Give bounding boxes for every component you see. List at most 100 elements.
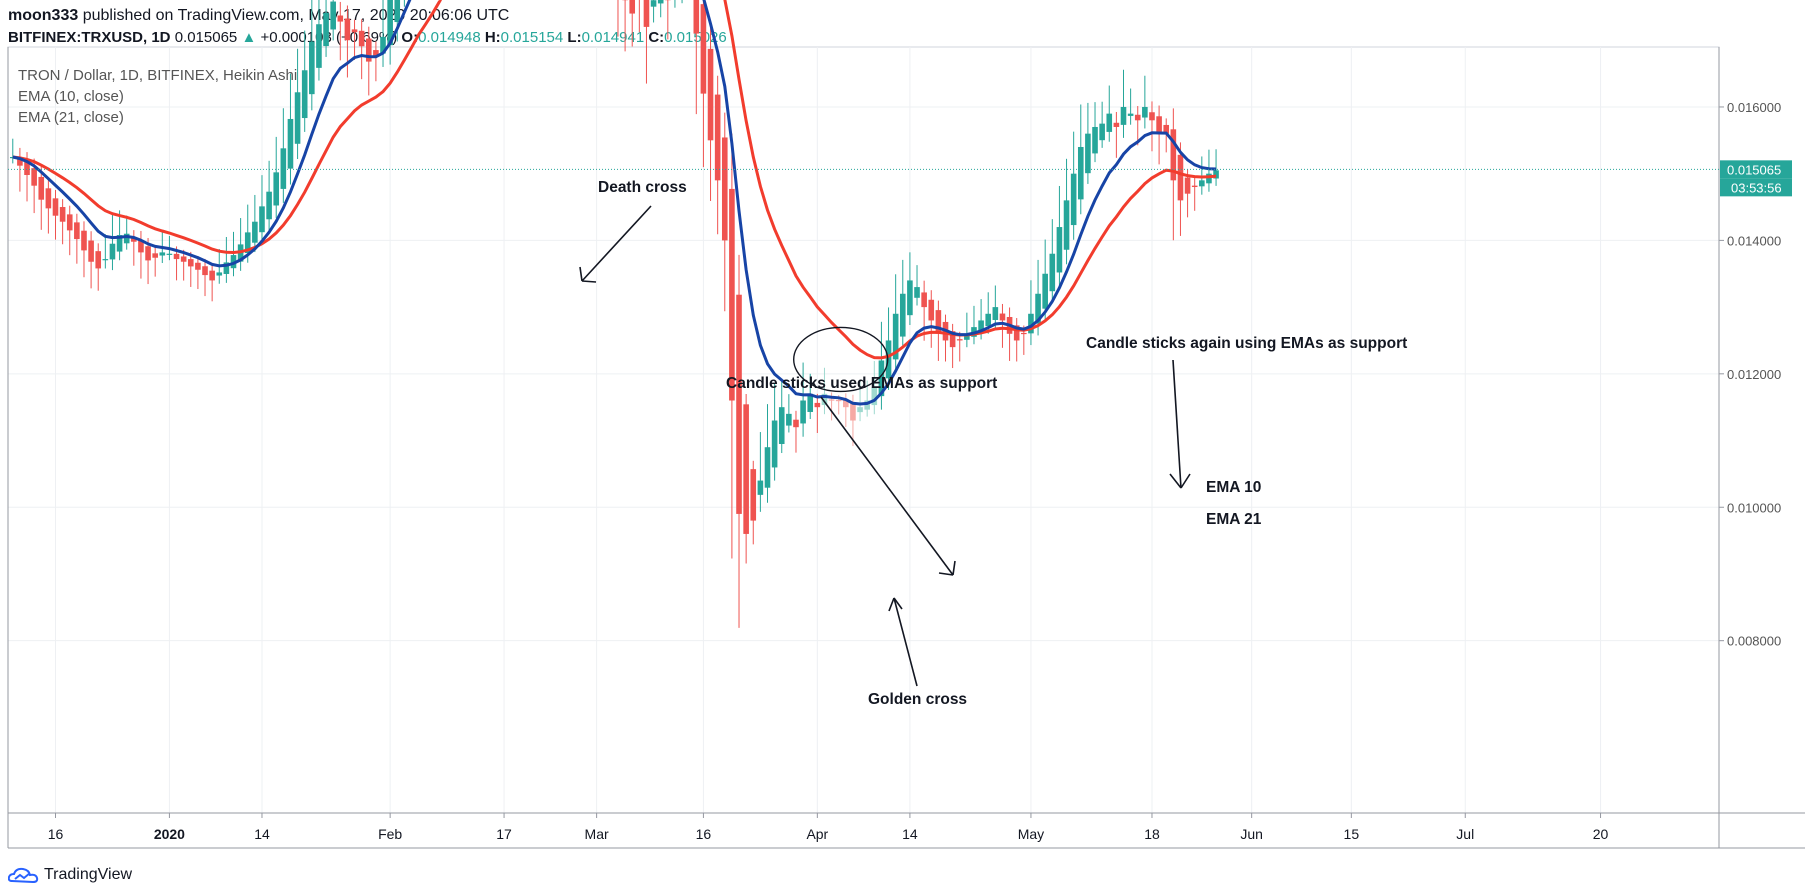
ema21-line: [12, 0, 1217, 360]
candle-body: [729, 188, 735, 401]
candle-body: [31, 168, 37, 186]
candle-body: [1049, 253, 1056, 292]
x-tick-label: May: [1018, 826, 1044, 842]
death-cross-arrowhead: [579, 266, 583, 282]
candle-body: [1120, 106, 1127, 125]
candle-body: [1134, 114, 1141, 121]
candle-body: [1013, 325, 1020, 341]
candle-body: [992, 307, 999, 320]
annotations: Death cross Candle sticks used EMAs as su…: [579, 179, 1407, 708]
candle-body: [187, 259, 194, 267]
candle-body: [109, 243, 116, 260]
candle-body: [657, 0, 664, 4]
candle-body: [1142, 106, 1148, 118]
author-name[interactable]: moon333: [8, 7, 79, 24]
candle-body: [835, 399, 842, 402]
candle-body: [1127, 113, 1134, 116]
golden-cross-arrowhead: [893, 597, 903, 610]
symbol-name: BITFINEX:TRXUSD, 1D: [8, 29, 171, 46]
candle-body: [721, 137, 728, 241]
countdown-tag: [1720, 178, 1792, 197]
last-price-label: 0.015065: [1727, 162, 1781, 177]
tradingview-logo[interactable]: TradingView: [8, 863, 132, 887]
legend-ema21[interactable]: EMA (21, close): [18, 109, 124, 126]
legend-ema10[interactable]: EMA (10, close): [18, 88, 124, 105]
x-tick-label: 14: [254, 826, 270, 842]
x-tick-label: 20: [1593, 826, 1609, 842]
candle-body: [1170, 129, 1177, 181]
y-tick-label: 0.014000: [1727, 233, 1781, 248]
candle-body: [1056, 227, 1063, 273]
candle-body: [123, 233, 130, 244]
candle-body: [864, 400, 870, 410]
candle-body: [223, 262, 230, 274]
candle-body: [1191, 185, 1198, 188]
candle-body: [650, 0, 657, 7]
candle-body: [964, 333, 970, 340]
candle-body: [344, 18, 351, 41]
candle-body: [45, 188, 52, 209]
candle-body: [764, 447, 771, 488]
x-tick-label: 15: [1344, 826, 1360, 842]
x-tick-label: Feb: [378, 826, 402, 842]
candle-body: [387, 0, 393, 46]
candle-body: [17, 156, 23, 166]
candle-body: [259, 206, 265, 233]
candle-body: [1184, 177, 1191, 194]
countdown-label: 03:53:56: [1731, 180, 1782, 195]
candle-body: [102, 259, 109, 261]
candle-body: [159, 252, 166, 256]
candle-body: [52, 198, 59, 216]
candle-body: [216, 272, 223, 276]
candle-body: [88, 240, 94, 262]
candle-body: [38, 176, 45, 200]
candle-body: [935, 310, 942, 334]
last-price: 0.015065: [174, 29, 238, 46]
support-again-label: Candle sticks again using EMAs as suppor…: [1086, 335, 1407, 352]
y-tick-label: 0.008000: [1727, 634, 1781, 649]
candle-body: [173, 253, 180, 260]
last-price-tag: [1720, 160, 1792, 179]
candle-body: [266, 191, 272, 220]
candle-body: [66, 214, 73, 231]
candle-body: [793, 419, 799, 428]
candle-body: [116, 235, 123, 252]
candle-body: [643, 0, 650, 27]
candle-body: [252, 221, 258, 243]
candle-body: [1035, 293, 1041, 324]
golden-cross-label: Golden cross: [868, 691, 967, 708]
candle-body: [287, 118, 294, 169]
candle-body: [351, 29, 358, 33]
candle-body: [145, 246, 151, 261]
candle-body: [358, 30, 365, 47]
candle-body: [280, 148, 287, 189]
candle-body: [1163, 124, 1170, 134]
x-tick-label: Apr: [806, 826, 828, 842]
candle-body: [743, 404, 749, 534]
candle-body: [131, 238, 137, 242]
support-again-arrow: [1172, 359, 1182, 489]
candle-body: [95, 251, 102, 269]
x-tick-label: Jul: [1456, 826, 1474, 842]
close-value: 0.015026: [664, 29, 727, 46]
candle-body: [778, 407, 785, 444]
candle-body: [821, 393, 828, 406]
support-arrow: [820, 396, 954, 576]
chart-legend-title[interactable]: TRON / Dollar, 1D, BITFINEX, Heikin Ashi: [18, 67, 298, 84]
support-arrowhead: [952, 560, 956, 576]
candle-body: [1156, 116, 1162, 134]
candle-body: [828, 399, 835, 401]
candle-body: [180, 256, 187, 262]
candle-body: [707, 48, 714, 141]
candle-body: [294, 92, 301, 144]
y-tick-label: 0.012000: [1727, 367, 1781, 382]
x-tick-label: Jun: [1240, 826, 1263, 842]
support-label: Candle sticks used EMAs as support: [726, 375, 997, 392]
death-cross-arrow: [581, 205, 652, 282]
candle-body: [1099, 123, 1105, 141]
candle-body: [230, 255, 237, 269]
candle-body: [24, 161, 30, 176]
x-tick-label: 2020: [154, 826, 185, 842]
candle-body: [750, 469, 757, 521]
